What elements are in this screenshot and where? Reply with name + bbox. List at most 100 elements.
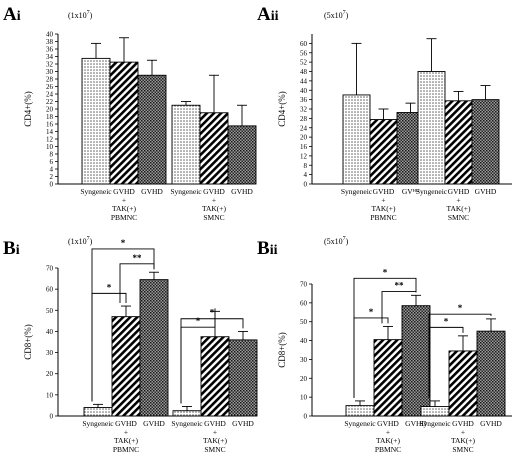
panel-bii-significance-bracket bbox=[428, 326, 464, 398]
panel-bi-bar bbox=[139, 279, 169, 417]
panel-ai-y-tick-label: 40 bbox=[46, 31, 54, 39]
panel-ai-y-tick-label: 8 bbox=[50, 151, 54, 159]
panel-bi-y-tick-label: 10 bbox=[46, 391, 54, 399]
panel-aii-y-tick-label: 60 bbox=[300, 40, 308, 48]
panel-bii-x-tick-label: GVHD bbox=[405, 419, 427, 428]
panel-bi-significance-bracket bbox=[180, 308, 216, 404]
panel-bii-y-tick-label: 20 bbox=[300, 375, 308, 383]
panel-aii-y-tick-label: 28 bbox=[300, 115, 308, 123]
panel-bii-x-tick-label: GVHD bbox=[480, 419, 502, 428]
panel-aii-bar bbox=[369, 119, 398, 185]
panel-ai-y-tick-label: 26 bbox=[46, 83, 54, 91]
panel-ai-x-tick-label: + bbox=[122, 196, 126, 205]
panel-ai-group-label: PBMNC bbox=[111, 213, 137, 222]
panel-bi-significance-mark: * bbox=[210, 308, 215, 318]
panel-aii-y-tick-label: 20 bbox=[300, 134, 308, 142]
panel-bii-y-tick-label: 60 bbox=[300, 299, 308, 307]
panel-ai-x-tick-label: GVHD bbox=[231, 187, 253, 196]
panel-bi-x-tick-label: GVHD bbox=[232, 419, 254, 428]
panel-ai-x-tick-label: GVHD bbox=[113, 187, 135, 196]
panel-ai-bar bbox=[171, 104, 201, 185]
panel-bi-bar bbox=[83, 407, 113, 417]
panel-aii-y-tick-label: 24 bbox=[300, 124, 308, 132]
panel-ai-y-tick-label: 10 bbox=[46, 143, 54, 151]
panel-ai-x-tick-label: Syngeneic bbox=[170, 187, 202, 196]
panel-bi-x-tick-label: TAK(+) bbox=[203, 436, 228, 445]
panel-ai-y-tick-label: 22 bbox=[46, 98, 54, 106]
panel-bi-dose-label: (1x107) bbox=[68, 236, 93, 246]
panel-bii-x-tick-label: GVHD bbox=[452, 419, 474, 428]
panel-ai-y-tick-label: 4 bbox=[50, 166, 54, 174]
panel-bi-x-tick-label: Syngeneic bbox=[171, 419, 203, 428]
panel-ai-title: Ai bbox=[3, 4, 21, 25]
panel-aii-bar bbox=[342, 94, 371, 185]
panel-ai-x-tick-label: GVHD bbox=[203, 187, 225, 196]
panel-aii-y-tick-label: 16 bbox=[300, 143, 308, 151]
panel-aii-x-tick-label: GVHD bbox=[448, 187, 470, 196]
panel-ai-x-tick-label: TAK(+) bbox=[112, 204, 137, 213]
panel-ai-y-axis-label: CD4+(%) bbox=[23, 91, 33, 127]
panel-bi-title: Bi bbox=[3, 238, 20, 259]
panel-ai-bar bbox=[227, 125, 257, 185]
panel-bii-bar bbox=[345, 405, 375, 417]
panel-bii-y-tick-label: 30 bbox=[300, 356, 308, 364]
panel-bi-y-tick-label: 40 bbox=[46, 328, 54, 336]
panel-ai-y-tick-label: 2 bbox=[50, 173, 54, 181]
panel-ai-dose-label: (1x107) bbox=[68, 10, 93, 20]
panel-aii-y-tick-label: 32 bbox=[300, 106, 308, 114]
panel-bi-significance-bracket bbox=[119, 263, 155, 304]
panel-bii-significance-mark: * bbox=[369, 307, 374, 317]
panel-ai-y-tick-label: 20 bbox=[46, 106, 54, 114]
panel-ai-y-tick-label: 38 bbox=[46, 38, 54, 46]
panel-bi-x-tick-label: + bbox=[213, 428, 217, 437]
panel-aii-y-tick-label: 48 bbox=[300, 68, 308, 76]
panel-bi-y-tick-label: 0 bbox=[50, 413, 54, 421]
panel-bii-significance-bracket bbox=[353, 317, 389, 398]
panel-bii-x-tick-label: + bbox=[386, 428, 390, 437]
panel-bi-bar bbox=[111, 316, 141, 417]
panel-bii-title: Bii bbox=[257, 238, 278, 259]
panel-aii-y-tick-label: 8 bbox=[304, 162, 308, 170]
panel-bii-y-axis-label: CD8+(%) bbox=[277, 332, 287, 368]
panel-aii-group-label: SMNC bbox=[448, 213, 469, 222]
panel-ai-y-tick-label: 6 bbox=[50, 158, 54, 166]
panel-aii-bar bbox=[471, 99, 500, 185]
panel-bi-bar bbox=[200, 336, 230, 417]
panel-ai-y-tick-label: 28 bbox=[46, 76, 54, 84]
panel-bi-significance-mark: ** bbox=[133, 253, 143, 263]
panel-bi-y-tick-label: 50 bbox=[46, 307, 54, 315]
panel-bii-significance-mark: * bbox=[458, 303, 463, 313]
panel-aii-y-axis-label: CD4+(%) bbox=[277, 91, 287, 127]
panel-ai-bar bbox=[137, 74, 167, 185]
panel-bii-bar bbox=[373, 339, 403, 417]
panel-bi-y-tick-label: 30 bbox=[46, 349, 54, 357]
panel-bi-x-tick-label: GVHD bbox=[115, 419, 137, 428]
panel-bi-x-tick-label: GVHD bbox=[143, 419, 165, 428]
panel-bii-x-tick-label: GVHD bbox=[377, 419, 399, 428]
panel-bii-significance-mark: * bbox=[444, 316, 449, 326]
panel-ai-bar bbox=[109, 61, 139, 185]
panel-aii-x-tick-label: + bbox=[456, 196, 460, 205]
panel-ai-x-tick-label: + bbox=[212, 196, 216, 205]
panel-aii-bar bbox=[417, 71, 446, 185]
panel-ai-y-tick-label: 16 bbox=[46, 121, 54, 129]
panel-aii-y-tick-label: 56 bbox=[300, 49, 308, 57]
panel-ai-x-tick-label: TAK(+) bbox=[202, 204, 227, 213]
panel-bii-y-tick-label: 0 bbox=[304, 413, 308, 421]
panel-bii-dose-label: (5x107) bbox=[324, 236, 349, 246]
panel-ai-y-tick-label: 34 bbox=[46, 53, 54, 61]
panel-bii-x-tick-label: TAK(+) bbox=[451, 436, 476, 445]
panel-bi-bar bbox=[172, 410, 202, 417]
panel-aii-y-tick-label: 44 bbox=[300, 77, 308, 85]
panel-aii-x-tick-label: Syngeneic bbox=[416, 187, 448, 196]
panel-bi-x-tick-label: + bbox=[124, 428, 128, 437]
panel-bi-significance-bracket bbox=[91, 292, 127, 402]
panel-bii-y-tick-label: 10 bbox=[300, 394, 308, 402]
panel-bii-bar bbox=[448, 350, 478, 417]
panel-bi-y-tick-label: 70 bbox=[46, 265, 54, 273]
panel-aii-x-tick-label: Syngeneic bbox=[341, 187, 373, 196]
panel-ai-y-tick-label: 12 bbox=[46, 136, 54, 144]
panel-bi-y-tick-label: 60 bbox=[46, 286, 54, 294]
panel-aii-y-tick-label: 12 bbox=[300, 152, 308, 160]
